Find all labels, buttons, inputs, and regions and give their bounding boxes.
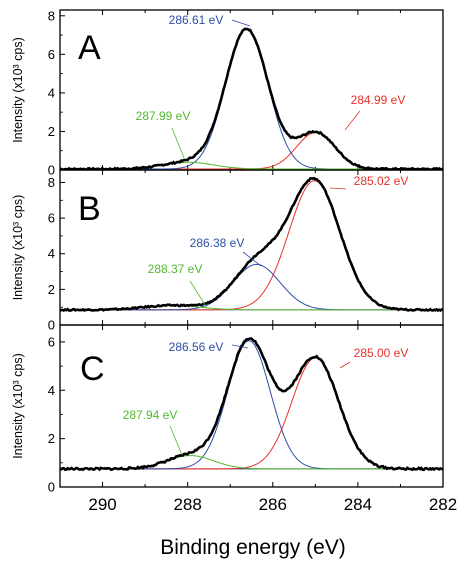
- panel-letter: C: [80, 350, 105, 388]
- y-tick-label: 0: [48, 480, 55, 495]
- y-tick-label: 8: [48, 8, 55, 23]
- peak-label-connector: [189, 280, 208, 309]
- total-envelope: [60, 27, 443, 170]
- panel-c: 0 2 4 6 Intensity (x10³ cps) C 285.00 eV 286.56…: [11, 324, 444, 495]
- peak-label-connector: [339, 361, 351, 369]
- y-tick-label: 4: [48, 246, 55, 261]
- peak-label: 284.99 eV: [351, 93, 406, 107]
- panel-b: 0 2 4 6 8 Intensity (x10³ cps) B 285.02 eV 286.3…: [11, 169, 444, 333]
- panel-frame: [59, 169, 444, 326]
- panels-layer: 0 2 4 6 8 Intensity (x10³ cps) A 284.99 eV 286.6…: [11, 8, 457, 514]
- peak-label: 285.02 eV: [354, 174, 409, 188]
- peak-label-connector: [344, 110, 361, 131]
- peak-label: 287.94 eV: [123, 408, 178, 422]
- peak-label: 286.56 eV: [169, 340, 224, 354]
- curves: [60, 27, 443, 170]
- total-envelope: [60, 337, 443, 472]
- peak-label-connector: [231, 344, 249, 349]
- curves: [60, 176, 443, 313]
- peak-label-connector: [242, 251, 262, 267]
- y-tick-label: 8: [48, 175, 55, 190]
- y-tick-label: 2: [48, 124, 55, 139]
- peak-label: 285.00 eV: [354, 346, 409, 360]
- curves: [60, 337, 443, 472]
- y-axis-label: Intensity (x10³ cps): [11, 37, 25, 143]
- peak-label: 286.61 eV: [169, 13, 224, 27]
- peak-label-connector: [171, 127, 185, 159]
- y-tick-label: 6: [48, 211, 55, 226]
- y-tick-label: 2: [48, 282, 55, 297]
- y-tick-label: 0: [48, 163, 55, 178]
- x-tick-label: 290: [88, 495, 116, 514]
- y-tick-label: 2: [48, 431, 55, 446]
- y-tick-label: 6: [48, 47, 55, 62]
- y-axis-label: Intensity (x10³ cps): [11, 353, 25, 459]
- panel-letter: A: [78, 29, 101, 67]
- peak-label-connector: [169, 425, 183, 456]
- panel-a: 0 2 4 6 8 Intensity (x10³ cps) A 284.99 eV 286.6…: [11, 8, 444, 178]
- x-tick-label: 282: [429, 495, 457, 514]
- y-axis-label: Intensity (x10³ cps): [11, 195, 25, 301]
- y-tick-label: 0: [48, 318, 55, 333]
- fit-peak-28499: [60, 131, 443, 170]
- fit-peak-28500: [60, 357, 443, 470]
- panel-frame: [59, 324, 444, 488]
- peak-label: 286.38 eV: [190, 236, 245, 250]
- x-tick-label: 284: [344, 495, 372, 514]
- y-tick-label: 4: [48, 383, 55, 398]
- panel-letter: B: [78, 190, 101, 228]
- x-axis-label: Binding energy (eV): [160, 536, 346, 559]
- y-tick-label: 4: [48, 85, 55, 100]
- y-tick-label: 6: [48, 334, 55, 349]
- fit-peak-28638: [60, 263, 443, 311]
- peak-label: 287.99 eV: [136, 109, 191, 123]
- peak-label: 288.37 eV: [148, 262, 203, 276]
- total-envelope: [60, 176, 443, 313]
- x-tick-label: 286: [259, 495, 287, 514]
- peak-label-connector: [329, 187, 347, 190]
- peak-label-connector: [231, 19, 251, 27]
- fit-peak-28502: [60, 180, 443, 311]
- x-tick-label: 288: [173, 495, 201, 514]
